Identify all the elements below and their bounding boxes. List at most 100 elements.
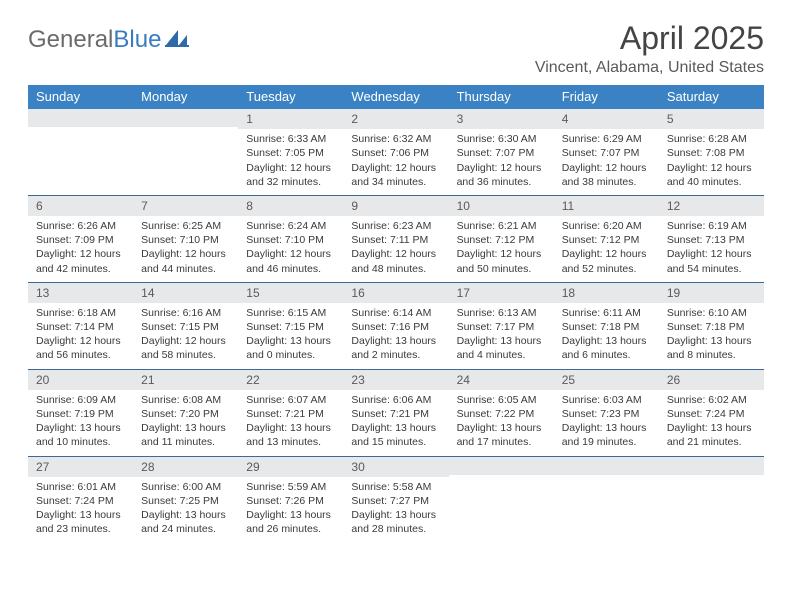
sunset-text: Sunset: 7:21 PM — [246, 407, 337, 421]
day-number: 22 — [238, 370, 343, 390]
day-cell: 1Sunrise: 6:33 AMSunset: 7:05 PMDaylight… — [238, 109, 343, 195]
day-number: 28 — [133, 457, 238, 477]
day-number: 5 — [659, 109, 764, 129]
day-body: Sunrise: 6:33 AMSunset: 7:05 PMDaylight:… — [238, 129, 343, 195]
day-cell: 29Sunrise: 5:59 AMSunset: 7:26 PMDayligh… — [238, 457, 343, 543]
sunset-text: Sunset: 7:08 PM — [667, 146, 758, 160]
day-header-wednesday: Wednesday — [343, 85, 448, 109]
day-cell: 22 Sunrise: 6:07 AMSunset: 7:21 PMDayligh… — [238, 370, 343, 456]
day-cell — [449, 457, 554, 543]
day-body: Sunrise: 6:28 AMSunset: 7:08 PMDaylight:… — [659, 129, 764, 195]
daylight-text: Daylight: 12 hours and 54 minutes. — [667, 247, 758, 275]
sunset-text: Sunset: 7:10 PM — [141, 233, 232, 247]
day-number: 26 — [659, 370, 764, 390]
sunset-text: Sunset: 7:23 PM — [562, 407, 653, 421]
day-number: 29 — [238, 457, 343, 477]
daylight-text: Daylight: 13 hours and 21 minutes. — [667, 421, 758, 449]
sunset-text: Sunset: 7:22 PM — [457, 407, 548, 421]
day-number: 7 — [133, 196, 238, 216]
daylight-text: Daylight: 13 hours and 24 minutes. — [141, 508, 232, 536]
sunset-text: Sunset: 7:09 PM — [36, 233, 127, 247]
day-number: 19 — [659, 283, 764, 303]
sunrise-text: Sunrise: 6:11 AM — [562, 306, 653, 320]
day-number: 3 — [449, 109, 554, 129]
day-cell: 4Sunrise: 6:29 AMSunset: 7:07 PMDaylight… — [554, 109, 659, 195]
day-number: 12 — [659, 196, 764, 216]
day-cell — [28, 109, 133, 195]
daylight-text: Daylight: 13 hours and 10 minutes. — [36, 421, 127, 449]
day-cell: 11Sunrise: 6:20 AMSunset: 7:12 PMDayligh… — [554, 196, 659, 282]
day-header-monday: Monday — [133, 85, 238, 109]
daylight-text: Daylight: 12 hours and 50 minutes. — [457, 247, 548, 275]
day-cell: 7Sunrise: 6:25 AMSunset: 7:10 PMDaylight… — [133, 196, 238, 282]
day-number: 25 — [554, 370, 659, 390]
sunrise-text: Sunrise: 6:15 AM — [246, 306, 337, 320]
daylight-text: Daylight: 13 hours and 8 minutes. — [667, 334, 758, 362]
brand-part1: General — [28, 26, 113, 53]
daylight-text: Daylight: 12 hours and 38 minutes. — [562, 161, 653, 189]
day-body: Sunrise: 6:26 AMSunset: 7:09 PMDaylight:… — [28, 216, 133, 282]
day-cell: 19Sunrise: 6:10 AMSunset: 7:18 PMDayligh… — [659, 283, 764, 369]
day-header-row: Sunday Monday Tuesday Wednesday Thursday… — [28, 85, 764, 109]
day-cell: 3Sunrise: 6:30 AMSunset: 7:07 PMDaylight… — [449, 109, 554, 195]
daylight-text: Daylight: 13 hours and 23 minutes. — [36, 508, 127, 536]
sunset-text: Sunset: 7:24 PM — [667, 407, 758, 421]
sunset-text: Sunset: 7:14 PM — [36, 320, 127, 334]
daylight-text: Daylight: 13 hours and 13 minutes. — [246, 421, 337, 449]
daylight-text: Daylight: 12 hours and 48 minutes. — [351, 247, 442, 275]
sunrise-text: Sunrise: 6:00 AM — [141, 480, 232, 494]
day-cell — [133, 109, 238, 195]
day-number — [28, 109, 133, 127]
day-cell: 24Sunrise: 6:05 AMSunset: 7:22 PMDayligh… — [449, 370, 554, 456]
location-subtitle: Vincent, Alabama, United States — [535, 59, 764, 77]
day-body: Sunrise: 6:15 AMSunset: 7:15 PMDaylight:… — [238, 303, 343, 369]
day-number: 23 — [343, 370, 448, 390]
sunrise-text: Sunrise: 6:06 AM — [351, 393, 442, 407]
day-body: Sunrise: 6:02 AMSunset: 7:24 PMDaylight:… — [659, 390, 764, 456]
sunset-text: Sunset: 7:07 PM — [562, 146, 653, 160]
brand-part2: Blue — [113, 26, 161, 53]
sunrise-text: Sunrise: 6:19 AM — [667, 219, 758, 233]
day-number — [133, 109, 238, 127]
day-number — [659, 457, 764, 475]
sunrise-text: Sunrise: 6:18 AM — [36, 306, 127, 320]
day-cell: 15Sunrise: 6:15 AMSunset: 7:15 PMDayligh… — [238, 283, 343, 369]
sunset-text: Sunset: 7:06 PM — [351, 146, 442, 160]
day-body: Sunrise: 6:16 AMSunset: 7:15 PMDaylight:… — [133, 303, 238, 369]
daylight-text: Daylight: 12 hours and 34 minutes. — [351, 161, 442, 189]
day-header-sunday: Sunday — [28, 85, 133, 109]
sunrise-text: Sunrise: 6:26 AM — [36, 219, 127, 233]
sunset-text: Sunset: 7:10 PM — [246, 233, 337, 247]
sunrise-text: Sunrise: 6:23 AM — [351, 219, 442, 233]
daylight-text: Daylight: 13 hours and 28 minutes. — [351, 508, 442, 536]
day-body: Sunrise: 6:30 AMSunset: 7:07 PMDaylight:… — [449, 129, 554, 195]
day-body: Sunrise: 6:06 AMSunset: 7:21 PMDaylight:… — [343, 390, 448, 456]
daylight-text: Daylight: 12 hours and 36 minutes. — [457, 161, 548, 189]
day-number: 13 — [28, 283, 133, 303]
day-number: 10 — [449, 196, 554, 216]
sunset-text: Sunset: 7:21 PM — [351, 407, 442, 421]
sunset-text: Sunset: 7:16 PM — [351, 320, 442, 334]
day-number: 11 — [554, 196, 659, 216]
sunrise-text: Sunrise: 6:24 AM — [246, 219, 337, 233]
day-number — [449, 457, 554, 475]
day-body: Sunrise: 6:00 AMSunset: 7:25 PMDaylight:… — [133, 477, 238, 543]
day-number: 2 — [343, 109, 448, 129]
sunrise-text: Sunrise: 6:09 AM — [36, 393, 127, 407]
sunrise-text: Sunrise: 6:14 AM — [351, 306, 442, 320]
sunrise-text: Sunrise: 6:30 AM — [457, 132, 548, 146]
day-number: 27 — [28, 457, 133, 477]
day-body: Sunrise: 6:10 AMSunset: 7:18 PMDaylight:… — [659, 303, 764, 369]
day-cell: 23Sunrise: 6:06 AMSunset: 7:21 PMDayligh… — [343, 370, 448, 456]
sunrise-text: Sunrise: 6:07 AM — [246, 393, 337, 407]
day-number — [554, 457, 659, 475]
sunset-text: Sunset: 7:12 PM — [457, 233, 548, 247]
daylight-text: Daylight: 13 hours and 0 minutes. — [246, 334, 337, 362]
calendar-grid: Sunday Monday Tuesday Wednesday Thursday… — [28, 85, 764, 542]
day-number: 9 — [343, 196, 448, 216]
day-cell: 5Sunrise: 6:28 AMSunset: 7:08 PMDaylight… — [659, 109, 764, 195]
sunset-text: Sunset: 7:19 PM — [36, 407, 127, 421]
day-cell: 25Sunrise: 6:03 AMSunset: 7:23 PMDayligh… — [554, 370, 659, 456]
day-body: Sunrise: 6:01 AMSunset: 7:24 PMDaylight:… — [28, 477, 133, 543]
brand-text: GeneralBlue — [28, 26, 161, 54]
